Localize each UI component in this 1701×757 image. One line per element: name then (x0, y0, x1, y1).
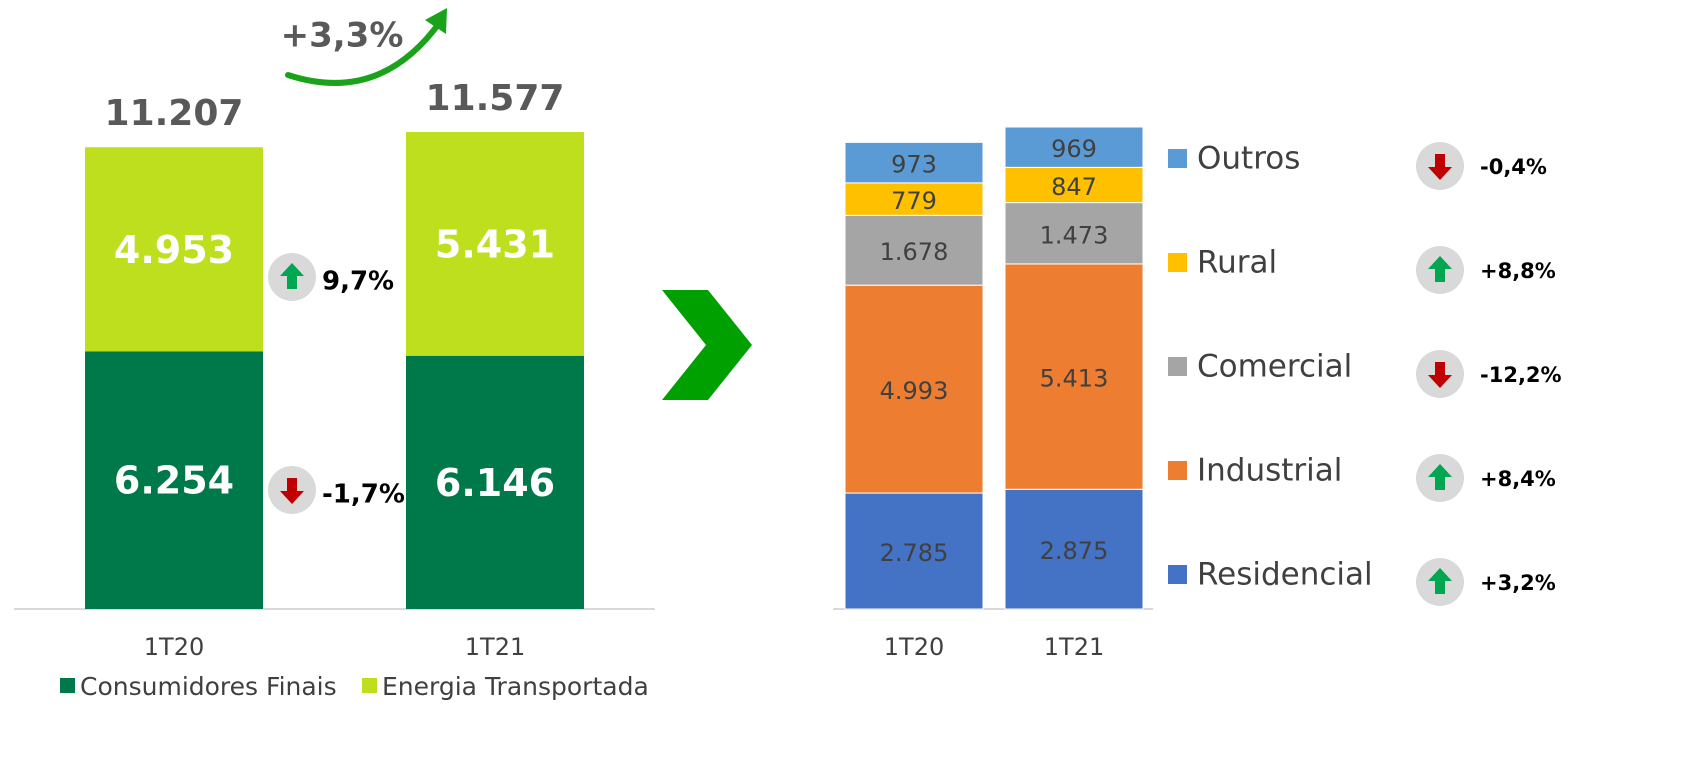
legend-swatch (1168, 253, 1187, 272)
change-arrow (1428, 362, 1452, 388)
legend-swatch (362, 678, 377, 693)
value-label: 973 (891, 151, 937, 179)
change-arrow (280, 478, 304, 504)
bar-segment (1004, 263, 1144, 490)
legend-label: Consumidores Finais (80, 672, 337, 701)
value-label: 1.678 (880, 238, 949, 266)
legend-swatch (1168, 149, 1187, 168)
bar-segment (844, 182, 984, 216)
value-label: 1.473 (1040, 221, 1109, 249)
change-arrow (280, 263, 304, 289)
change-label: -0,4% (1480, 155, 1547, 179)
change-arrow (1428, 256, 1452, 282)
legend-label: Industrial (1197, 453, 1342, 489)
legend-label: Rural (1197, 245, 1277, 281)
bar-segment (844, 214, 984, 286)
x-tick-label: 1T21 (1044, 633, 1104, 661)
total-label: 11.207 (105, 93, 244, 134)
legend-swatch (1168, 357, 1187, 376)
x-tick-label: 1T20 (144, 633, 204, 661)
bar-segment (85, 351, 263, 609)
bar-segment (1004, 202, 1144, 265)
value-label: 5.413 (1040, 365, 1109, 393)
bar-segment (406, 132, 584, 356)
legend-swatch (60, 678, 75, 693)
value-label: 6.254 (114, 459, 234, 503)
chevron (662, 290, 752, 400)
value-label: 4.953 (114, 228, 234, 272)
legend-label: Residencial (1197, 557, 1373, 593)
bar-segment (1004, 166, 1144, 204)
value-label: 4.993 (880, 377, 949, 405)
legend-label: Outros (1197, 141, 1300, 177)
bar-segment (1004, 126, 1144, 168)
change-label: +8,4% (1480, 467, 1556, 491)
value-label: 6.146 (435, 461, 555, 505)
change-arrow (1428, 154, 1452, 180)
bar-segment (85, 147, 263, 352)
x-tick-label: 1T20 (884, 633, 944, 661)
value-label: 847 (1051, 173, 1097, 201)
legend-label: Energia Transportada (382, 672, 649, 701)
growth-arrow (285, 19, 443, 86)
value-label: 5.431 (435, 222, 555, 266)
bar-segment (844, 284, 984, 494)
value-label: 969 (1051, 135, 1097, 163)
value-label: 2.785 (880, 539, 949, 567)
legend-label: Comercial (1197, 349, 1352, 385)
change-arrow (1428, 464, 1452, 490)
x-tick-label: 1T21 (465, 633, 525, 661)
total-label: 11.577 (426, 78, 565, 119)
change-label: 9,7% (322, 267, 394, 297)
growth-annotation: +3,3% (281, 16, 404, 56)
bar-segment (844, 141, 984, 184)
change-label: -1,7% (322, 480, 405, 510)
change-label: +3,2% (1480, 571, 1556, 595)
change-label: +8,8% (1480, 259, 1556, 283)
bar-segment (406, 355, 584, 609)
value-label: 2.875 (1040, 537, 1109, 565)
growth-arrow-head (425, 8, 447, 34)
change-label: -12,2% (1480, 363, 1562, 387)
value-label: 779 (891, 187, 937, 215)
legend-swatch (1168, 565, 1187, 584)
bar-segment (844, 492, 984, 610)
change-arrow (1428, 568, 1452, 594)
legend-swatch (1168, 461, 1187, 480)
